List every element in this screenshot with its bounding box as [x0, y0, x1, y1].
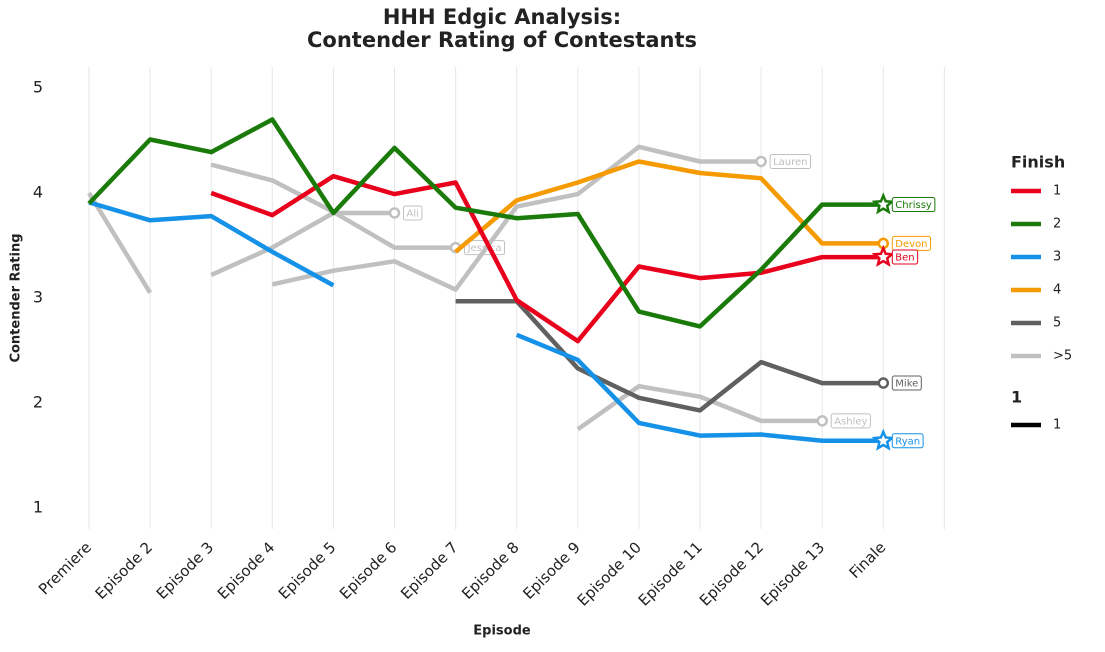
contestant-label: Ali: [407, 208, 419, 219]
x-tick-label: Episode 7: [397, 538, 462, 603]
y-tick-label: 5: [33, 78, 43, 97]
contestant-label: Devon: [895, 239, 927, 250]
x-tick-label: Premiere: [35, 538, 95, 598]
legend-title: Finish: [1011, 153, 1065, 172]
series-line: [87, 117, 884, 329]
legend-label: 4: [1053, 283, 1061, 298]
series-line: [210, 173, 884, 344]
y-tick-label: 4: [33, 183, 43, 202]
series-line: [455, 298, 884, 413]
x-tick-label: Finale: [846, 538, 890, 582]
contestant-label: Ashley: [834, 416, 867, 427]
label-box: [891, 197, 936, 213]
y-tick-label: 3: [33, 288, 43, 307]
x-tick-label: Episode 9: [519, 538, 584, 603]
label-box: [403, 205, 423, 221]
label-box: [891, 375, 922, 391]
series-line: [87, 191, 153, 294]
series-line: [88, 200, 335, 288]
label-box: [769, 154, 812, 169]
x-tick-label: Episode 5: [275, 538, 340, 603]
series-line: [454, 159, 884, 254]
label-box: [891, 249, 919, 265]
end-marker: [871, 192, 896, 215]
legend-label: >5: [1053, 349, 1072, 364]
label-box: [891, 433, 924, 449]
x-tick-label: Episode 3: [153, 538, 218, 603]
chart-title: HHH Edgic Analysis:: [383, 5, 621, 29]
legend-label: 5: [1053, 316, 1061, 331]
contestant-label: Lauren: [773, 157, 807, 168]
y-tick-label: 1: [33, 498, 43, 517]
chart-subtitle: Contender Rating of Contestants: [307, 28, 697, 52]
x-tick-label: Episode 12: [696, 538, 767, 609]
legend-label: 3: [1053, 250, 1061, 265]
x-tick-label: Episode 8: [458, 538, 523, 603]
x-tick-label: Episode 11: [635, 538, 706, 609]
contestant-label: Chrissy: [895, 200, 932, 211]
end-marker: [871, 244, 896, 267]
x-tick-label: Episode 2: [92, 538, 157, 603]
end-marker: [816, 415, 828, 427]
y-tick-label: 2: [33, 393, 43, 412]
label-box: [830, 413, 871, 429]
legend-label: 1: [1053, 184, 1061, 199]
end-marker: [755, 155, 767, 168]
x-tick-label: Episode 13: [757, 538, 828, 609]
end-marker: [871, 428, 895, 451]
contestant-label: Ben: [895, 253, 914, 264]
x-tick-label: Episode 6: [336, 538, 401, 603]
legend-label: 1: [1053, 418, 1061, 433]
legend-label: 2: [1053, 217, 1061, 232]
x-tick-label: Episode 10: [574, 538, 645, 609]
series-line: [271, 144, 762, 292]
contestant-label: Mike: [895, 379, 918, 390]
series-line: [210, 210, 395, 277]
y-axis-label: Contender Rating: [9, 233, 24, 362]
legend-title: 1: [1011, 388, 1022, 407]
end-marker: [388, 207, 401, 219]
series-line: [515, 332, 884, 444]
end-marker: [877, 377, 890, 389]
x-axis-label: Episode: [473, 624, 531, 639]
contestant-label: Ryan: [895, 436, 920, 447]
x-tick-label: Episode 4: [214, 538, 279, 603]
